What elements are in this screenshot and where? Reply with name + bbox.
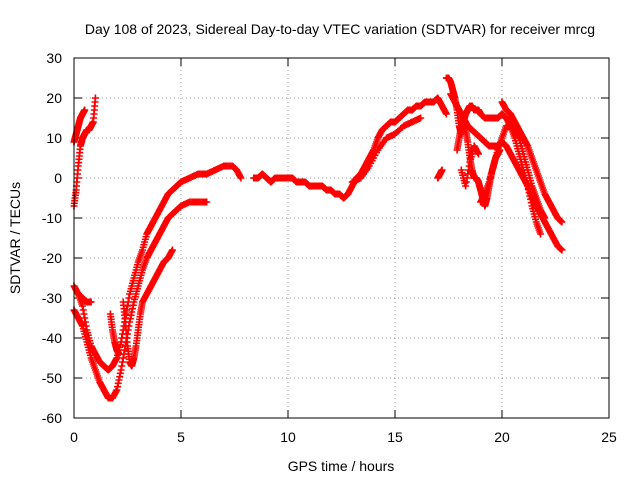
series-c5: [453, 114, 504, 210]
data-point-marker: [91, 94, 99, 102]
series-b3: [434, 166, 446, 182]
series-b1: [250, 94, 450, 202]
chart-title: Day 108 of 2023, Sidereal Day-to-day VTE…: [85, 21, 595, 37]
y-tick-label: 10: [46, 130, 62, 146]
data-point-marker: [558, 218, 566, 226]
x-axis-label: GPS time / hours: [288, 458, 395, 474]
data-point-marker: [558, 246, 566, 254]
data-point-marker: [496, 146, 504, 154]
series-c2: [447, 90, 566, 254]
data-point-marker: [474, 150, 482, 158]
y-axis-label: SDTVAR / TECUs: [7, 182, 23, 294]
data-point-marker: [81, 106, 89, 114]
x-tick-label: 0: [70, 429, 78, 445]
data-point-marker: [237, 174, 245, 182]
series-a3: [70, 162, 245, 374]
series-a5: [106, 310, 123, 358]
data-point-marker: [87, 298, 95, 306]
x-tick-label: 20: [494, 429, 510, 445]
series-a7: [74, 290, 95, 306]
x-tick-label: 25: [601, 429, 617, 445]
data-point-marker: [537, 230, 545, 238]
data-point-marker: [417, 114, 425, 122]
x-tick-label: 5: [177, 429, 185, 445]
y-tick-label: 30: [46, 50, 62, 66]
y-tick-label: -40: [42, 330, 62, 346]
data-points: [70, 74, 566, 402]
data-point-marker: [203, 198, 211, 206]
y-tick-label: 20: [46, 90, 62, 106]
series-a4: [70, 198, 211, 402]
data-point-marker: [438, 166, 446, 174]
y-tick-label: -60: [42, 410, 62, 426]
series-b2: [348, 114, 425, 186]
y-tick-label: 0: [54, 170, 62, 186]
data-point-marker: [115, 350, 123, 358]
series-c6: [457, 142, 482, 190]
data-point-marker: [168, 246, 176, 254]
series-a6: [119, 246, 176, 370]
y-tick-label: -10: [42, 210, 62, 226]
x-tick-label: 10: [280, 429, 296, 445]
x-tick-labels: 0 5 10 15 20 25: [70, 429, 617, 445]
data-point-marker: [541, 214, 549, 222]
y-tick-labels: -60 -50 -40 -30 -20 -10 0 10 20 30: [42, 50, 62, 426]
x-tick-label: 15: [387, 429, 403, 445]
data-point-marker: [442, 110, 450, 118]
y-tick-label: -30: [42, 290, 62, 306]
y-tick-label: -20: [42, 250, 62, 266]
series-c3: [498, 98, 566, 226]
plot-frame: [73, 57, 610, 419]
y-tick-label: -50: [42, 370, 62, 386]
series-a1: [70, 94, 99, 210]
